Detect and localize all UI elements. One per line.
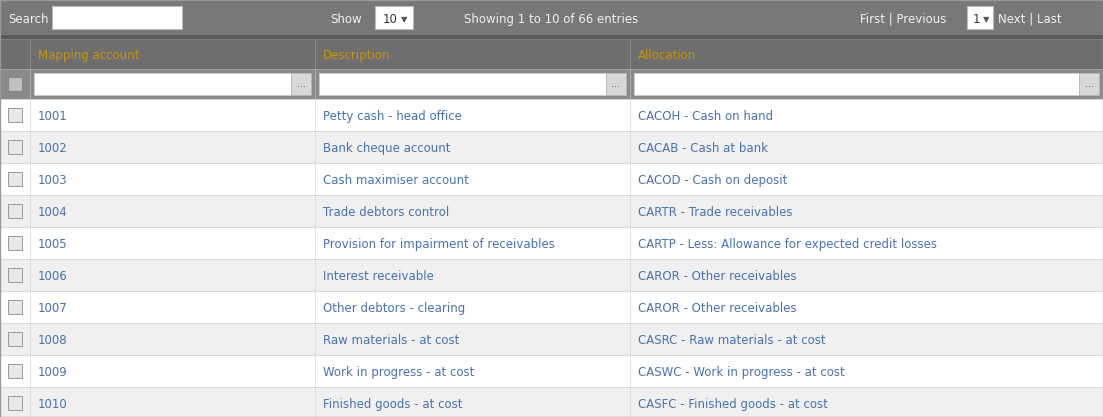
Text: 10: 10 xyxy=(383,13,398,26)
Bar xyxy=(375,6,413,29)
Bar xyxy=(0,387,1103,417)
Bar xyxy=(8,204,22,218)
Bar xyxy=(0,323,1103,355)
Text: ...: ... xyxy=(297,79,306,89)
Text: Allocation: Allocation xyxy=(638,49,696,62)
Bar xyxy=(319,73,627,95)
Bar xyxy=(1079,73,1099,95)
Text: Provision for impairment of receivables: Provision for impairment of receivables xyxy=(323,238,555,251)
Text: Mapping account: Mapping account xyxy=(38,49,139,62)
Text: 1: 1 xyxy=(973,13,981,26)
Text: 1010: 1010 xyxy=(38,398,67,411)
Text: 1006: 1006 xyxy=(38,270,67,283)
Bar xyxy=(0,195,1103,227)
Text: 1002: 1002 xyxy=(38,142,67,155)
Bar xyxy=(8,236,22,250)
Text: Work in progress - at cost: Work in progress - at cost xyxy=(323,366,474,379)
Bar xyxy=(52,6,182,29)
Text: ▼: ▼ xyxy=(983,15,989,24)
Bar xyxy=(634,73,1099,95)
Text: CASFC - Finished goods - at cost: CASFC - Finished goods - at cost xyxy=(638,398,828,411)
Text: Interest receivable: Interest receivable xyxy=(323,270,433,283)
Text: Bank cheque account: Bank cheque account xyxy=(323,142,450,155)
Bar xyxy=(0,227,1103,259)
Text: 1005: 1005 xyxy=(38,238,67,251)
Text: 1004: 1004 xyxy=(38,206,67,219)
Bar xyxy=(0,355,1103,387)
Text: CARTP - Less: Allowance for expected credit losses: CARTP - Less: Allowance for expected cre… xyxy=(638,238,938,251)
Bar xyxy=(8,172,22,186)
Text: 1008: 1008 xyxy=(38,334,67,347)
Text: CACOD - Cash on deposit: CACOD - Cash on deposit xyxy=(638,174,788,187)
Text: CASWC - Work in progress - at cost: CASWC - Work in progress - at cost xyxy=(638,366,845,379)
Text: Raw materials - at cost: Raw materials - at cost xyxy=(323,334,459,347)
Bar xyxy=(0,0,1103,35)
Text: 1003: 1003 xyxy=(38,174,67,187)
Bar xyxy=(0,131,1103,163)
Bar xyxy=(0,163,1103,195)
Text: 1007: 1007 xyxy=(38,302,67,315)
Bar xyxy=(8,364,22,378)
Bar xyxy=(8,300,22,314)
Text: Next | Last: Next | Last xyxy=(998,13,1061,26)
Bar xyxy=(8,108,22,122)
Text: ...: ... xyxy=(1084,79,1093,89)
Text: Petty cash - head office: Petty cash - head office xyxy=(323,110,462,123)
Bar xyxy=(606,73,627,95)
Text: CAROR - Other receivables: CAROR - Other receivables xyxy=(638,302,796,315)
Bar xyxy=(0,35,1103,39)
Text: Showing 1 to 10 of 66 entries: Showing 1 to 10 of 66 entries xyxy=(464,13,639,26)
Text: CACOH - Cash on hand: CACOH - Cash on hand xyxy=(638,110,773,123)
Bar xyxy=(8,396,22,410)
Text: Finished goods - at cost: Finished goods - at cost xyxy=(323,398,462,411)
Text: Cash maximiser account: Cash maximiser account xyxy=(323,174,469,187)
Bar xyxy=(0,291,1103,323)
Text: Search: Search xyxy=(8,13,49,26)
Bar xyxy=(8,77,22,91)
Text: First | Previous: First | Previous xyxy=(860,13,946,26)
Bar xyxy=(0,69,1103,99)
Text: Trade debtors control: Trade debtors control xyxy=(323,206,449,219)
Text: Description: Description xyxy=(323,49,390,62)
Text: CARTR - Trade receivables: CARTR - Trade receivables xyxy=(638,206,792,219)
Text: 1001: 1001 xyxy=(38,110,67,123)
Text: 1009: 1009 xyxy=(38,366,67,379)
Text: Show: Show xyxy=(330,13,362,26)
Text: Other debtors - clearing: Other debtors - clearing xyxy=(323,302,465,315)
Text: CASRC - Raw materials - at cost: CASRC - Raw materials - at cost xyxy=(638,334,826,347)
Bar xyxy=(8,268,22,282)
Bar xyxy=(34,73,311,95)
Bar xyxy=(8,332,22,346)
Bar xyxy=(967,6,993,29)
Bar xyxy=(0,259,1103,291)
Text: CAROR - Other receivables: CAROR - Other receivables xyxy=(638,270,796,283)
Text: ...: ... xyxy=(611,79,621,89)
Bar xyxy=(0,39,1103,69)
Bar xyxy=(0,99,1103,131)
Bar xyxy=(291,73,311,95)
Text: ▼: ▼ xyxy=(400,15,407,24)
Text: CACAB - Cash at bank: CACAB - Cash at bank xyxy=(638,142,768,155)
Bar xyxy=(8,140,22,154)
